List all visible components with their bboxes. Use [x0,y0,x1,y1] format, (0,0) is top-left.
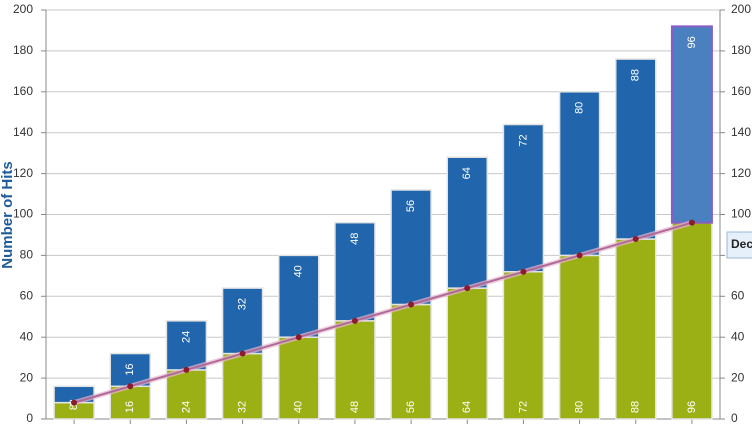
bar [165,320,208,371]
line-marker [295,334,302,341]
y2-tick-label: 0 [731,411,738,425]
y-axis-title: Number of Hits [0,161,16,269]
bar [334,221,376,322]
y2-tick-label: 60 [731,288,745,302]
bar [502,271,545,420]
value-label: 64 [461,401,473,413]
y-tick-label: 80 [20,248,34,262]
value-label: 88 [630,401,642,413]
y-tick-label: 40 [20,329,34,343]
y-tick-label: 160 [13,84,33,98]
value-label: 32 [236,401,248,413]
y-tick-label: 20 [20,370,34,384]
y-tick-label: 180 [13,43,33,57]
bar [278,254,320,338]
y-tick-label: 140 [13,125,33,139]
y2-tick-label: 200 [731,2,751,16]
value-label: 80 [573,401,585,413]
value-label: 72 [517,134,529,146]
line-marker [351,317,358,324]
value-label: 40 [293,401,305,413]
value-label: 48 [349,401,361,413]
value-label: 24 [180,401,192,413]
line-marker [127,383,134,390]
bar [671,221,713,420]
y-tick-label: 0 [26,411,33,425]
value-label: 8 [68,404,80,410]
y-tick-label: 120 [13,166,33,180]
value-label: 32 [236,298,248,310]
bar [390,189,432,306]
y2-tick-label: 40 [731,329,745,343]
bar [558,91,601,257]
y2-tick-label: 140 [731,125,751,139]
value-label: 16 [124,363,136,375]
line-marker [576,252,583,259]
value-label: 56 [405,401,417,413]
y2-tick-label: 180 [731,43,751,57]
bar [446,156,488,289]
y-tick-label: 60 [20,288,34,302]
y2-tick-label: 20 [731,370,745,384]
value-label: 80 [573,102,585,114]
tooltip: Dec [726,231,752,259]
bar [390,303,432,420]
value-label: 72 [517,401,529,413]
value-label: 88 [630,69,642,81]
line-marker [239,350,246,357]
line-marker [688,219,695,226]
tooltip-text: Dec [731,237,752,251]
tooltip-box [726,231,752,259]
line-marker [408,301,415,308]
value-label: 48 [349,233,361,245]
y2-tick-label: 160 [731,84,751,98]
bar [670,25,713,224]
line-marker [71,399,78,406]
y-tick-label: 200 [13,2,33,16]
line-marker [632,236,639,243]
line [73,221,693,404]
y2-tick-label: 120 [731,166,751,180]
bar [334,320,376,420]
bar [221,287,264,355]
y-tick-label: 100 [13,207,33,221]
bar [615,58,657,240]
bar [446,287,488,420]
value-label: 40 [293,265,305,277]
bar [221,352,264,420]
bar [502,123,545,273]
line-marker [464,285,471,292]
bar [615,238,657,420]
value-label: 96 [686,401,698,413]
y2-tick-label: 100 [731,207,751,221]
line-marker [520,268,527,275]
value-label: 56 [405,200,417,212]
bar [165,369,208,420]
value-label: 16 [124,401,136,413]
bar [558,254,601,420]
value-label: 96 [686,36,698,48]
line-marker [183,366,190,373]
value-label: 24 [180,331,192,343]
value-label: 64 [461,167,473,179]
